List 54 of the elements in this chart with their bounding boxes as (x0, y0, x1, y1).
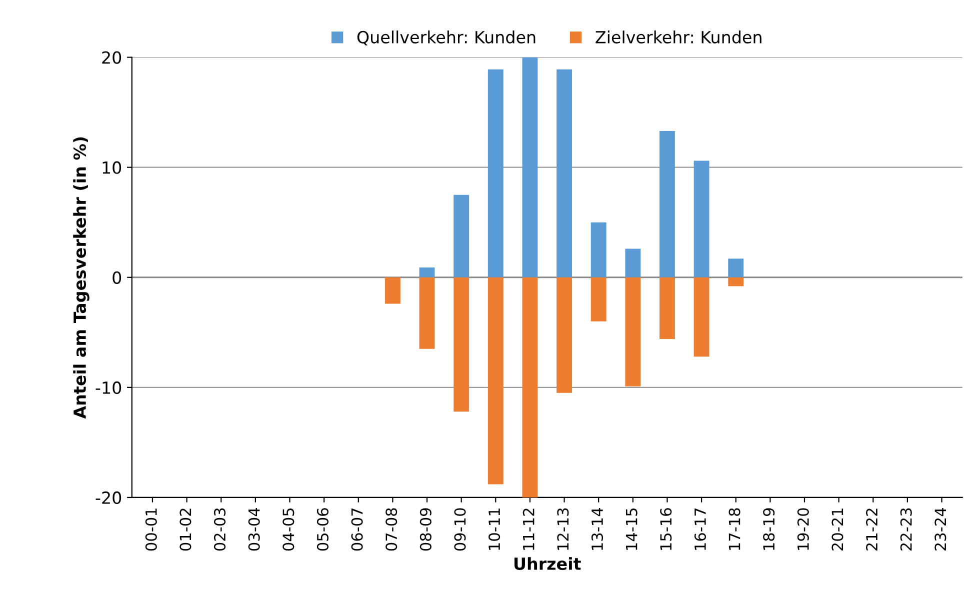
bar (384, 277, 400, 304)
bar (556, 277, 572, 393)
x-tick-label: 16-17 (694, 508, 706, 550)
bar (625, 248, 641, 278)
x-tick-label: 07-08 (386, 508, 398, 551)
bar (590, 277, 606, 322)
x-tick-label: 23-24 (934, 508, 946, 550)
bar (419, 277, 435, 349)
bar (454, 277, 470, 412)
bar (625, 277, 641, 386)
y-tick-label: -20 (96, 491, 122, 504)
legend-label: Zielverkehr: Kunden (596, 30, 762, 44)
x-tick-label: 00-01 (145, 508, 157, 551)
bar (728, 258, 744, 278)
bar (522, 57, 538, 278)
bar (488, 69, 504, 278)
x-tick-label: 03-04 (248, 508, 260, 551)
x-tick-label: 01-02 (180, 508, 192, 551)
x-tick-label: 19-20 (797, 508, 809, 550)
bar (694, 277, 710, 357)
x-tick-label: 08-09 (420, 508, 432, 551)
x-tick-label: 02-03 (214, 508, 226, 551)
x-tick-label: 11-12 (522, 508, 534, 550)
x-tick-label: 14-15 (626, 508, 638, 550)
y-tick-label: 0 (112, 271, 122, 284)
x-tick-label: 18-19 (763, 508, 775, 550)
bar (488, 277, 504, 484)
y-tick-label: 10 (102, 161, 122, 174)
x-axis-title: Uhrzeit (514, 557, 581, 570)
bar (556, 69, 572, 278)
bar (660, 131, 675, 278)
bar (522, 277, 538, 498)
x-tick-label: 05-06 (316, 508, 328, 551)
bar (660, 277, 675, 340)
x-tick-label: 12-13 (557, 508, 569, 550)
bar (454, 194, 470, 278)
x-tick-label: 15-16 (660, 508, 672, 550)
x-tick-label: 22-23 (900, 508, 912, 550)
x-tick-label: 13-14 (591, 508, 604, 550)
x-tick-label: 21-22 (866, 508, 878, 550)
x-tick-label: 06-07 (351, 508, 363, 551)
x-tick-label: 04-05 (282, 508, 294, 551)
x-tick-label: 09-10 (454, 508, 466, 551)
y-tick-label: -10 (96, 381, 122, 394)
bar (419, 267, 435, 278)
y-axis-title: Anteil am Tagesverkehr (in %) (73, 137, 90, 419)
y-tick-label: 20 (102, 51, 122, 64)
bar (694, 160, 710, 278)
bar (590, 222, 606, 278)
x-tick-label: 20-21 (832, 508, 844, 550)
x-tick-label: 10-11 (488, 508, 500, 550)
bar (728, 277, 744, 286)
legend-label: Quellverkehr: Kunden (357, 30, 536, 46)
x-tick-label: 17-18 (728, 508, 740, 550)
